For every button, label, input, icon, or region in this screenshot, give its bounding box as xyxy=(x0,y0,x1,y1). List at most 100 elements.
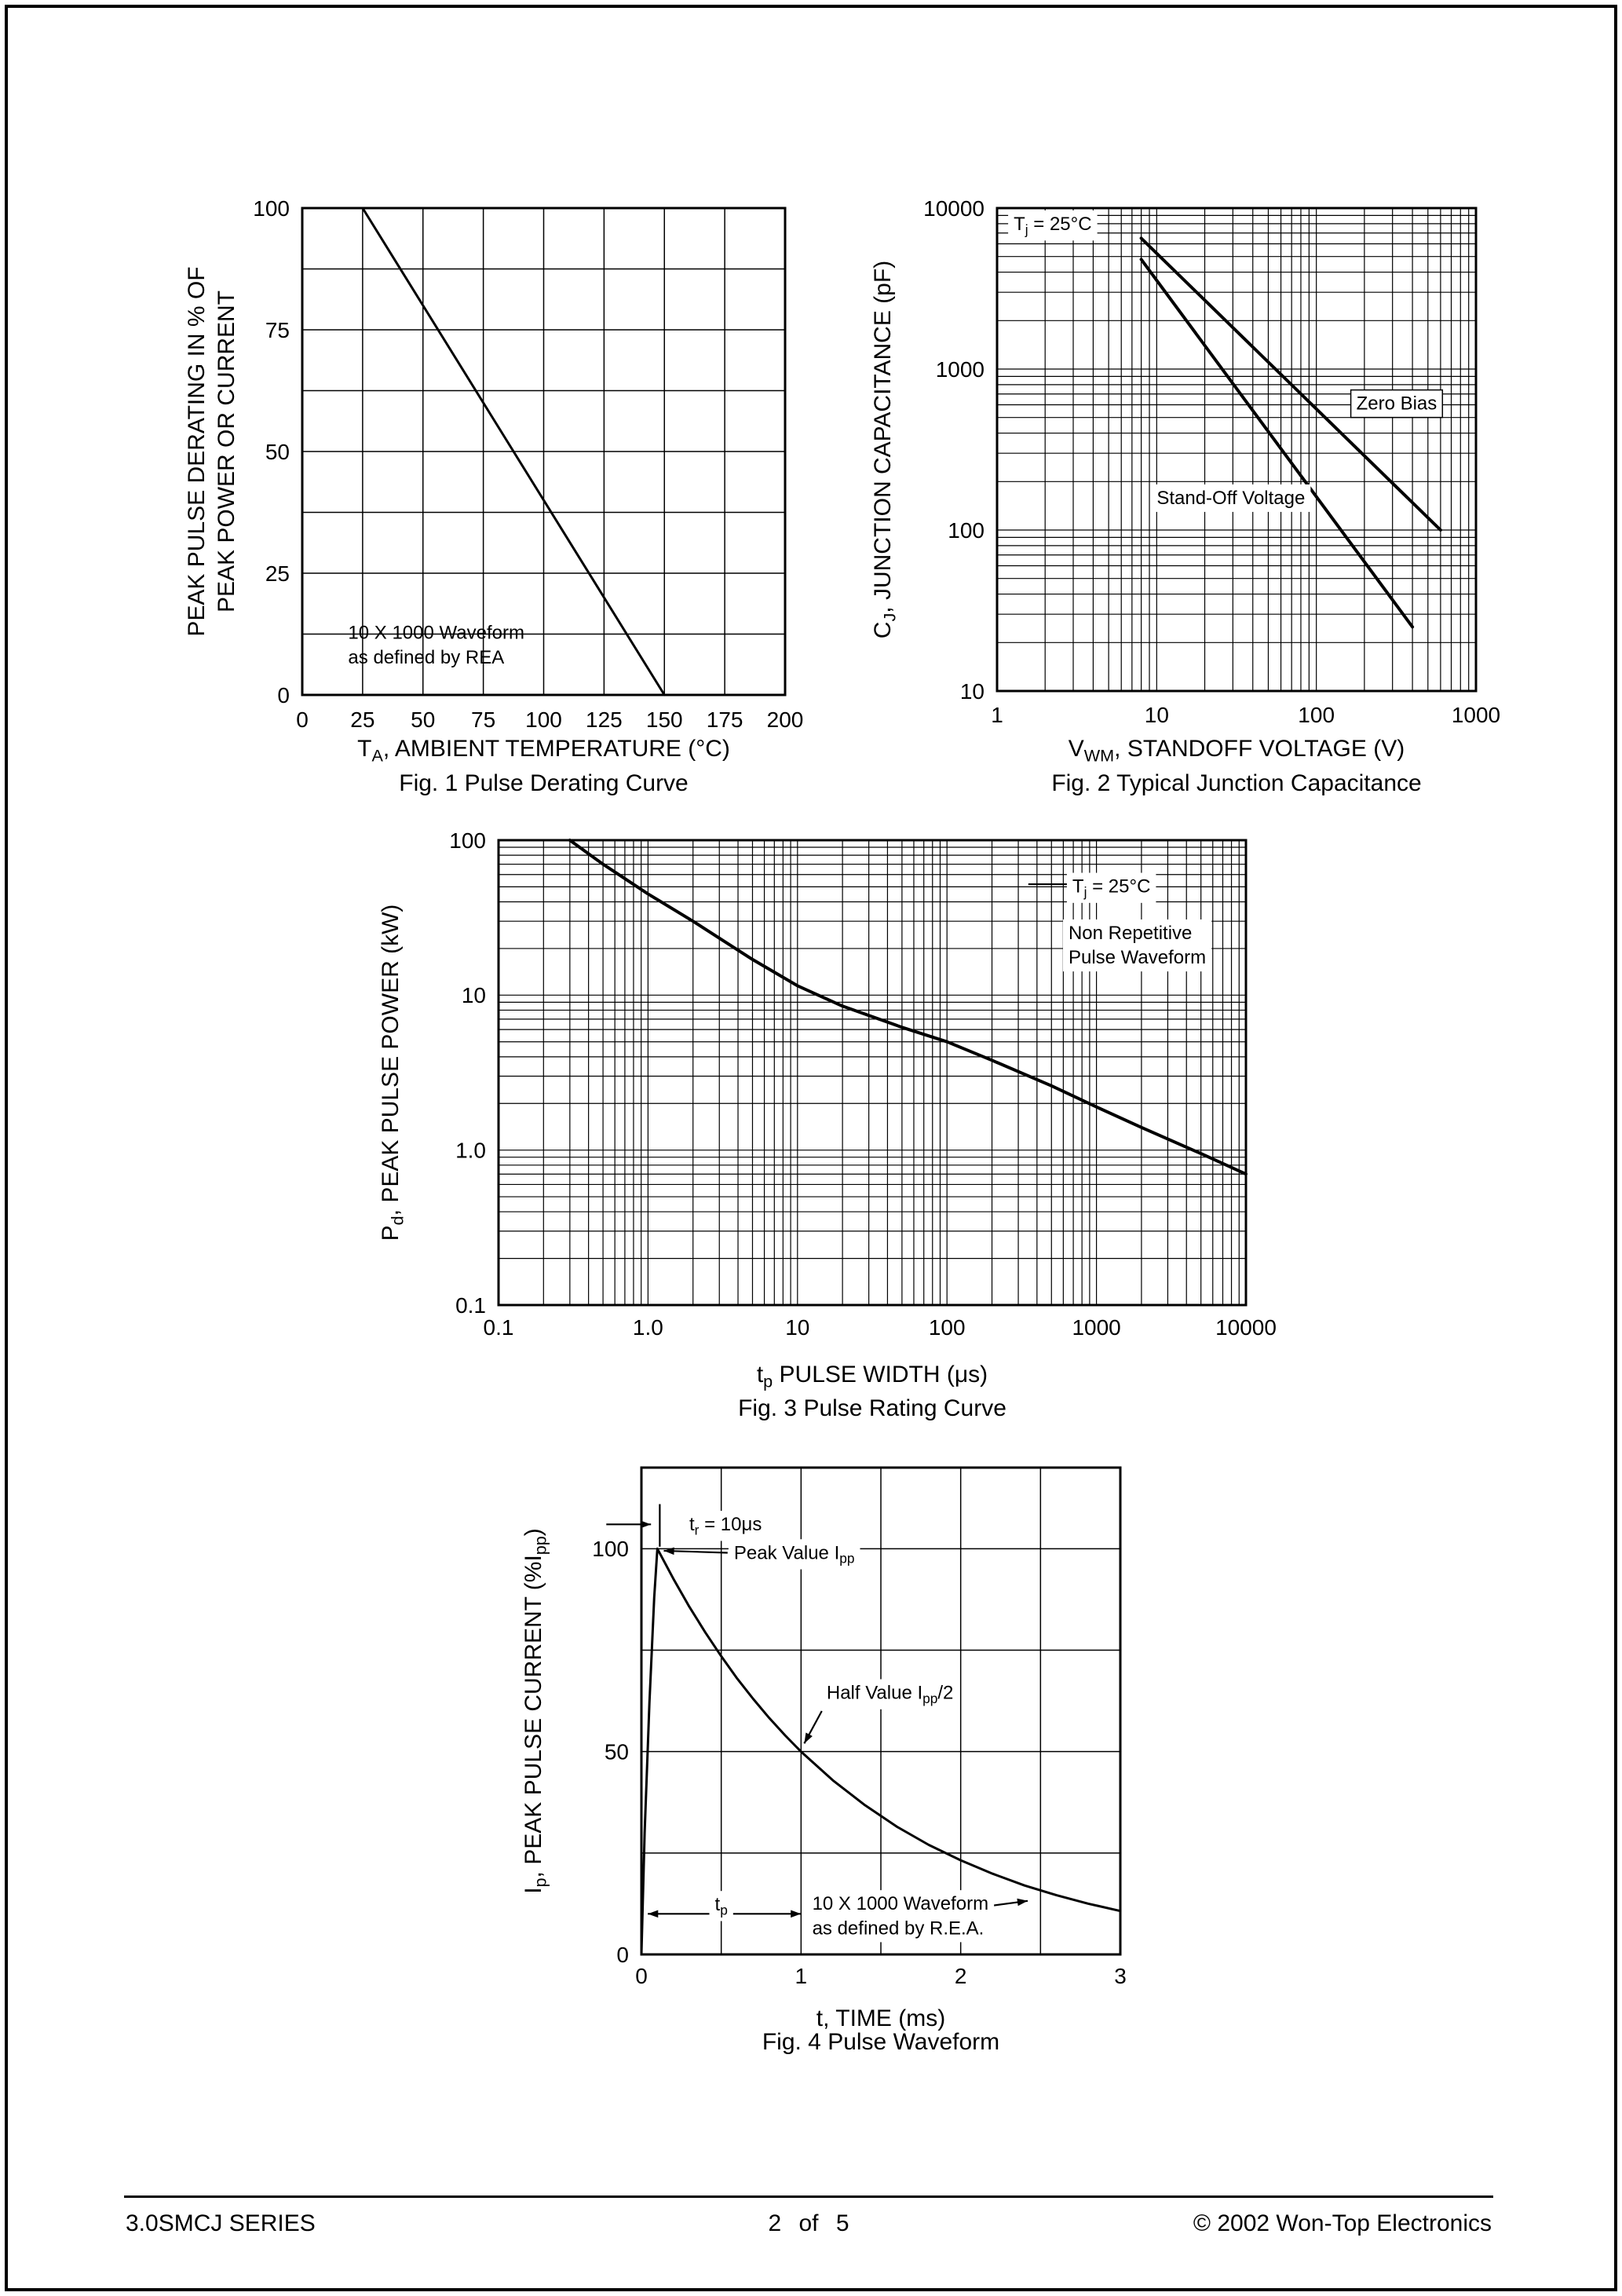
y-tick-label: 100 xyxy=(592,1537,629,1561)
svg-text:Zero Bias: Zero Bias xyxy=(1357,393,1438,415)
x-tick-label: 100 xyxy=(929,1315,966,1340)
footer: 3.0SMCJ SERIES 2 of 5 © 2002 Won-Top Ele… xyxy=(124,2195,1493,2246)
chart-annotation: Zero Bias xyxy=(1350,389,1444,419)
svg-text:Half Value Ipp/2: Half Value Ipp/2 xyxy=(827,1683,954,1706)
svg-text:50: 50 xyxy=(265,440,290,464)
chart-annotation: Non Repetitive Pulse Waveform xyxy=(1062,919,1212,972)
svg-text:1000: 1000 xyxy=(936,357,985,382)
svg-text:VWM, STANDOFF VOLTAGE (V): VWM, STANDOFF VOLTAGE (V) xyxy=(1069,736,1405,766)
fig1-svg: 0 25 50 75 100 125 150 175 200 0 25 50 75 100 TA, AMBI… xyxy=(184,196,804,796)
y-tick-label: 100 xyxy=(948,518,985,543)
svg-text:10 X 1000 Waveform: 10 X 1000 Waveform xyxy=(813,1893,989,1914)
chart-annotation: Peak Value Ipp xyxy=(728,1539,860,1570)
figure-caption: Fig. 1 Pulse Derating Curve xyxy=(399,770,689,796)
y-tick-label: 100 xyxy=(253,196,290,221)
svg-text:100: 100 xyxy=(929,1315,966,1340)
svg-text:200: 200 xyxy=(767,707,804,732)
chart-annotation: Tj = 25°C xyxy=(1066,872,1156,903)
plot-border xyxy=(301,207,787,696)
svg-text:50: 50 xyxy=(605,1739,629,1764)
x-tick-label: 100 xyxy=(525,707,562,732)
svg-text:0: 0 xyxy=(635,1964,648,1988)
x-tick-label: 200 xyxy=(767,707,804,732)
x-tick-label: 1 xyxy=(795,1964,808,1988)
y-tick-label: 1.0 xyxy=(455,1138,486,1162)
chart-annotation: 10 X 1000 Waveform as defined by R.E.A. xyxy=(806,1890,995,1943)
svg-text:Tj = 25°C: Tj = 25°C xyxy=(1072,876,1151,900)
arrow-head-icon xyxy=(641,1520,652,1529)
x-tick-label: 50 xyxy=(411,707,435,732)
svg-text:10: 10 xyxy=(462,983,486,1007)
y-axis-label: Ip, PEAK PULSE CURRENT (%Ipp) xyxy=(521,1528,550,1894)
arrow-head-icon xyxy=(1017,1898,1028,1907)
svg-text:10: 10 xyxy=(1145,703,1169,727)
svg-text:10: 10 xyxy=(785,1315,809,1340)
x-tick-label: 10 xyxy=(1145,703,1169,727)
annotation-arrow xyxy=(663,1549,728,1554)
chart-annotation: tr = 10μs xyxy=(684,1511,768,1541)
derating-curve xyxy=(301,207,666,696)
svg-text:10 X 1000 Waveform: 10 X 1000 Waveform xyxy=(348,623,524,644)
figure-caption: Fig. 4 Pulse Waveform xyxy=(762,2029,999,2055)
x-tick-label: 10 xyxy=(785,1315,809,1340)
y-axis-label: PEAK PULSE DERATING IN % OF xyxy=(184,266,210,636)
x-tick-label: 0.1 xyxy=(484,1315,514,1340)
svg-text:50: 50 xyxy=(411,707,435,732)
svg-text:100: 100 xyxy=(449,828,486,853)
svg-text:0: 0 xyxy=(296,707,309,732)
svg-text:100: 100 xyxy=(253,196,290,221)
svg-text:as defined by REA: as defined by REA xyxy=(348,647,504,668)
svg-text:Fig. 3 Pulse Rating Curve: Fig. 3 Pulse Rating Curve xyxy=(738,1395,1006,1421)
svg-text:150: 150 xyxy=(646,707,683,732)
svg-text:3: 3 xyxy=(1114,1964,1127,1988)
x-tick-label: 0 xyxy=(296,707,309,732)
y-tick-label: 50 xyxy=(605,1739,629,1764)
svg-text:1000: 1000 xyxy=(1072,1315,1120,1340)
plot-border xyxy=(995,207,1478,693)
footer-page-number: 2 of 5 xyxy=(768,2210,849,2236)
y-axis-label: PEAK POWER OR CURRENT xyxy=(214,291,239,612)
svg-text:75: 75 xyxy=(471,707,495,732)
svg-text:10000: 10000 xyxy=(923,196,985,221)
x-tick-label: 1000 xyxy=(1072,1315,1120,1340)
arrow-head-icon xyxy=(804,1732,813,1744)
svg-text:1000: 1000 xyxy=(1452,703,1500,727)
x-tick-label: 1000 xyxy=(1452,703,1500,727)
svg-text:t, TIME (ms): t, TIME (ms) xyxy=(816,2005,945,2031)
fig2-junction-capacitance-chart: 1 10 100 1000 10 100 1000 10000 VWM, STANDOFF VO… xyxy=(832,157,1570,832)
plot-border xyxy=(640,1466,1122,1956)
svg-text:100: 100 xyxy=(525,707,562,732)
chart-annotation: tp xyxy=(709,1891,733,1921)
chart-annotation: Half Value Ipp/2 xyxy=(820,1679,959,1709)
y-tick-label: 25 xyxy=(265,561,290,586)
svg-text:Non Repetitive: Non Repetitive xyxy=(1069,923,1192,944)
x-axis-label: t, TIME (ms) xyxy=(816,2005,945,2031)
svg-text:1.0: 1.0 xyxy=(455,1138,486,1162)
svg-text:tr = 10μs: tr = 10μs xyxy=(689,1514,762,1537)
svg-text:125: 125 xyxy=(586,707,623,732)
svg-text:25: 25 xyxy=(265,561,290,586)
x-tick-label: 25 xyxy=(350,707,374,732)
x-tick-label: 1.0 xyxy=(633,1315,663,1340)
plot-border xyxy=(497,839,1248,1307)
y-tick-label: 50 xyxy=(265,440,290,464)
svg-text:Fig. 2 Typical Junction Capac: Fig. 2 Typical Junction Capacitance xyxy=(1051,770,1421,796)
y-tick-label: 75 xyxy=(265,318,290,342)
x-axis-label: VWM, STANDOFF VOLTAGE (V) xyxy=(1069,736,1405,766)
arrow-head-icon xyxy=(791,1910,802,1918)
svg-text:75: 75 xyxy=(265,318,290,342)
svg-text:0: 0 xyxy=(616,1943,629,1967)
svg-text:1: 1 xyxy=(795,1964,808,1988)
svg-text:Stand-Off Voltage: Stand-Off Voltage xyxy=(1156,488,1305,509)
svg-text:10000: 10000 xyxy=(1215,1315,1277,1340)
x-tick-label: 2 xyxy=(955,1964,967,1988)
arrow-head-icon xyxy=(648,1910,659,1918)
y-axis-label: Pd, PEAK PULSE POWER (kW) xyxy=(378,905,407,1241)
svg-text:1: 1 xyxy=(991,703,1003,727)
svg-text:2: 2 xyxy=(955,1964,967,1988)
svg-text:100: 100 xyxy=(1298,703,1335,727)
x-tick-label: 1 xyxy=(991,703,1003,727)
y-tick-label: 1000 xyxy=(936,357,985,382)
svg-text:100: 100 xyxy=(948,518,985,543)
